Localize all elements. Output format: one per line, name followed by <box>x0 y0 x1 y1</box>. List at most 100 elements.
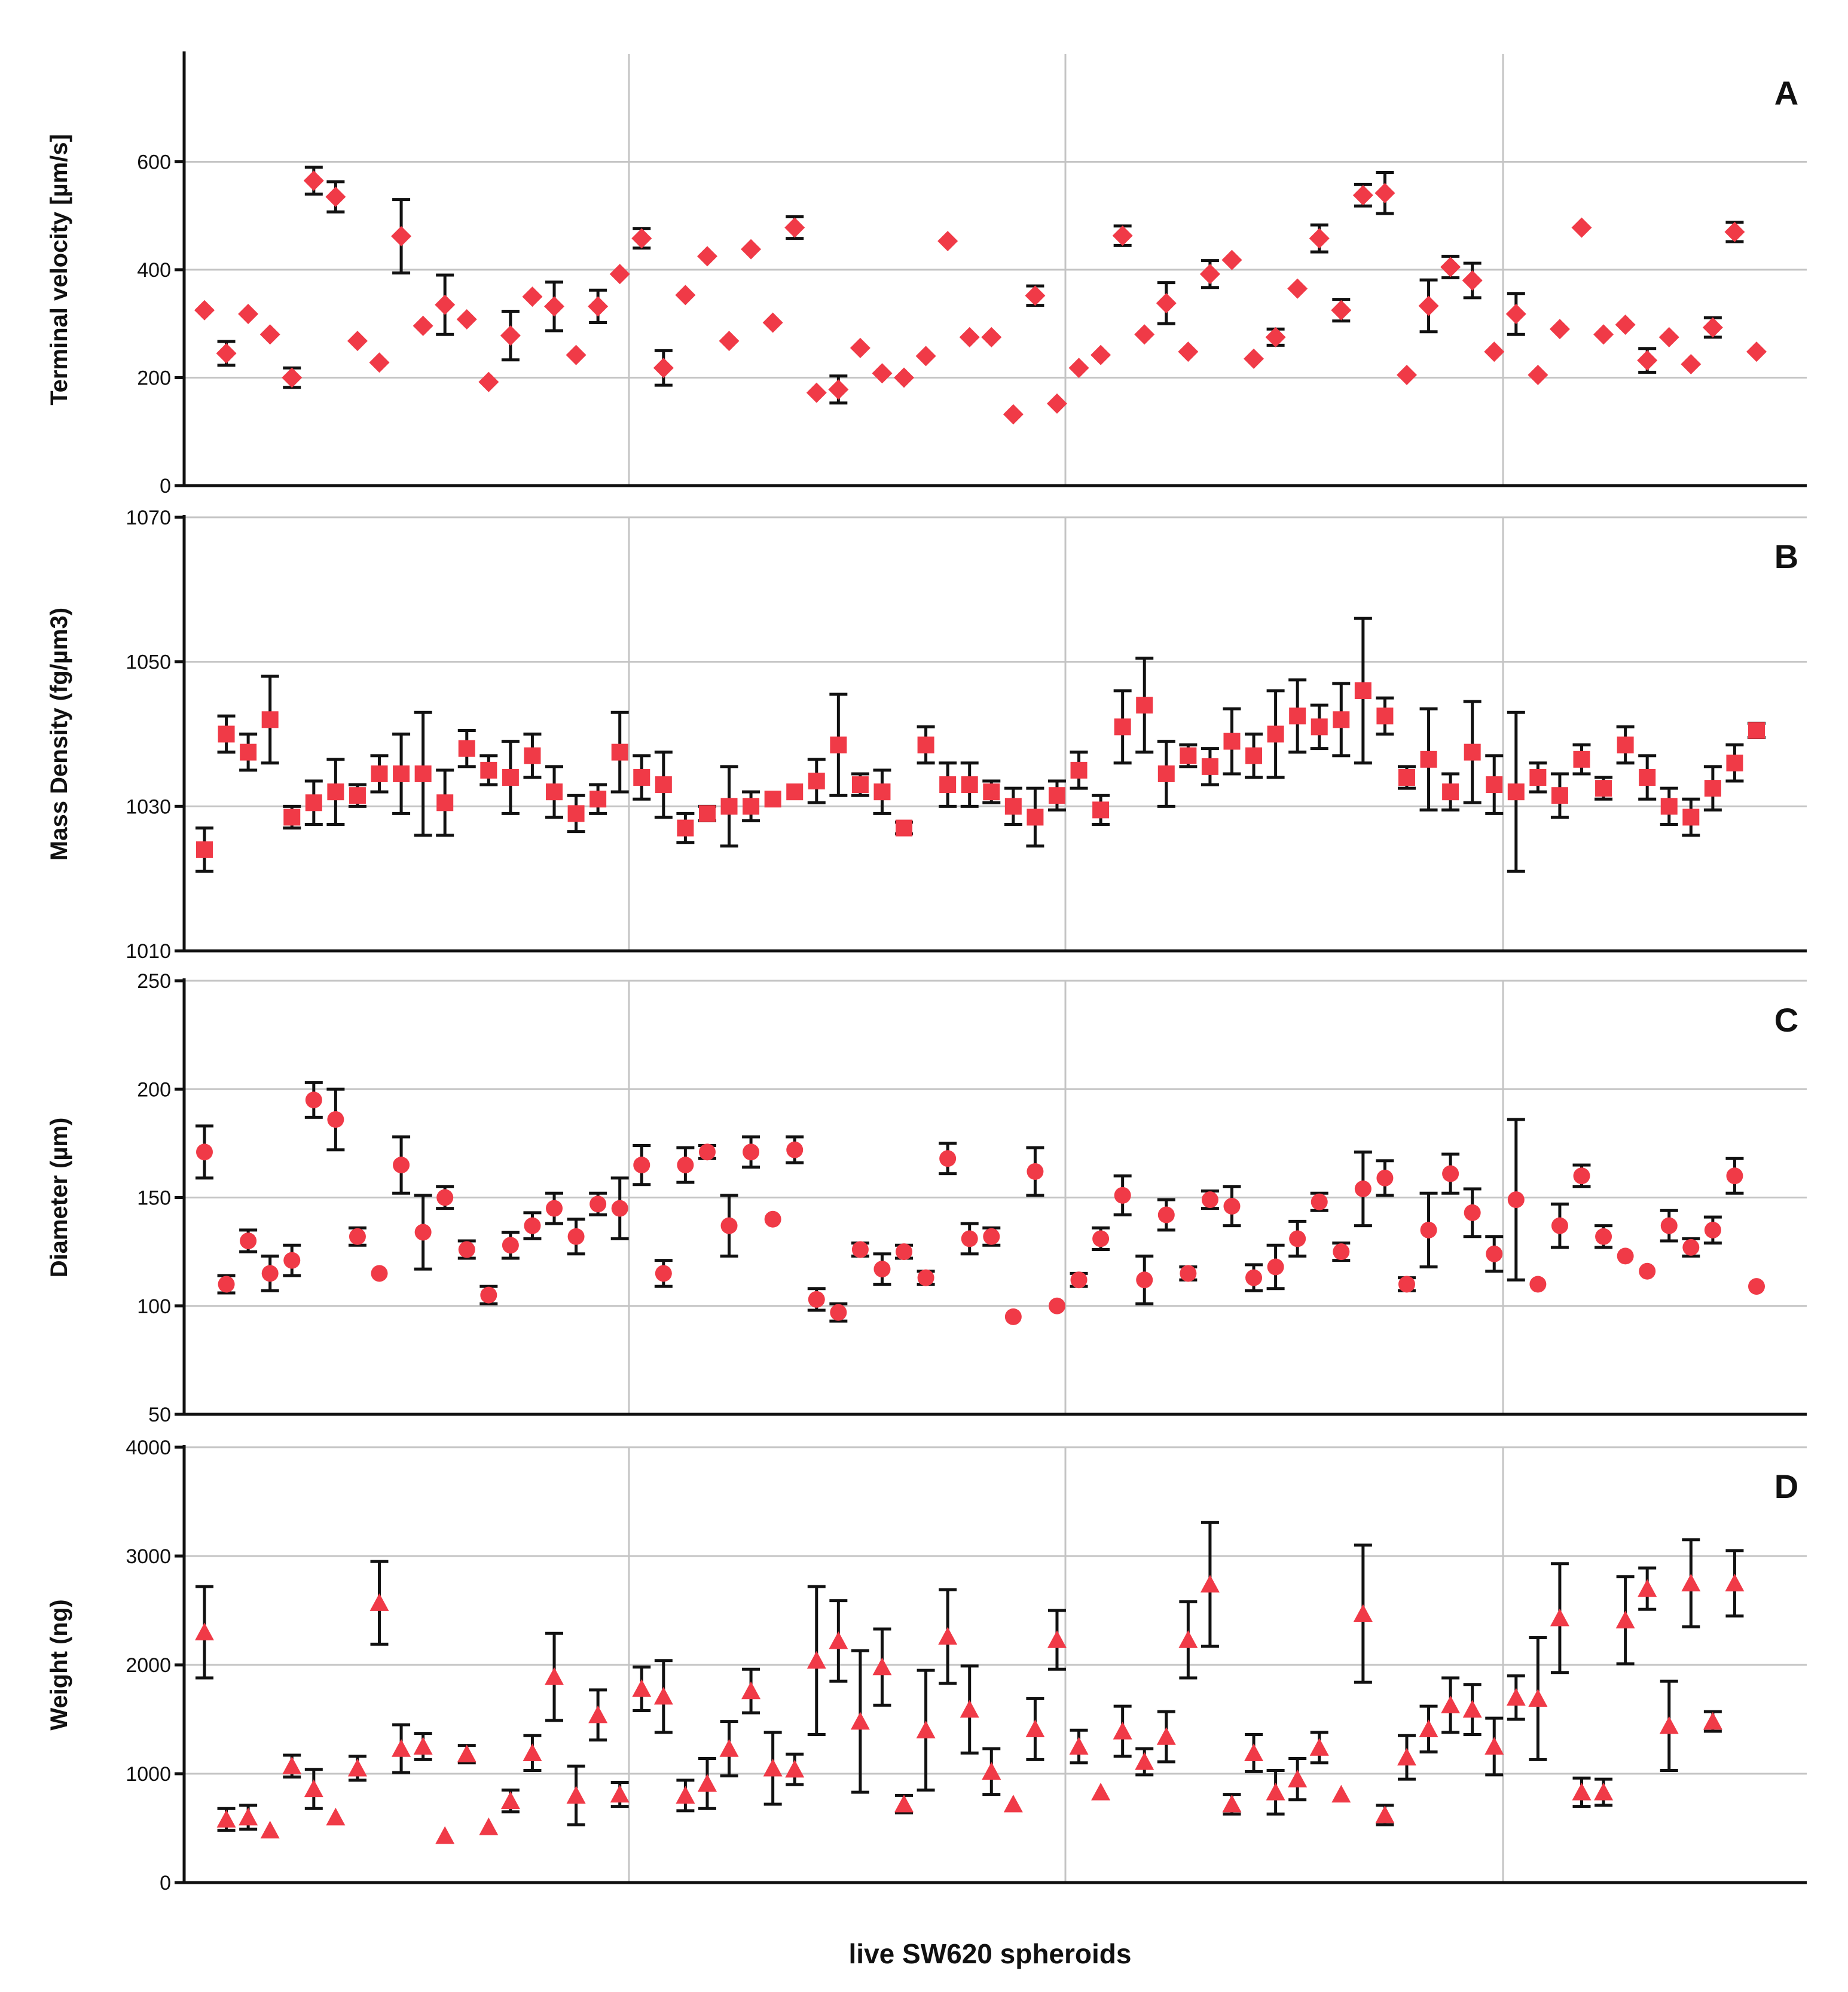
data-point-a <box>1309 228 1330 249</box>
y-tick-label: 4000 <box>126 1436 171 1459</box>
data-point-d <box>392 1739 411 1757</box>
data-point-d <box>741 1681 761 1700</box>
y-tick-label: 100 <box>137 1295 171 1318</box>
data-point-b <box>851 776 869 794</box>
data-point-d <box>1484 1737 1504 1755</box>
data-point-a <box>478 371 499 392</box>
data-point-d <box>479 1817 499 1835</box>
data-point-a <box>1244 348 1264 369</box>
data-point-b <box>1398 769 1415 786</box>
data-point-d <box>239 1807 258 1826</box>
data-point-b <box>546 783 563 801</box>
data-point-b <box>1507 783 1525 801</box>
x-axis-title: live SW620 spheroids <box>849 1938 1132 1969</box>
data-point-c <box>1201 1191 1218 1209</box>
data-point-b <box>743 798 760 815</box>
data-point-b <box>1114 718 1131 736</box>
data-point-c <box>698 1143 716 1161</box>
data-point-b <box>1136 697 1153 714</box>
data-point-c <box>393 1157 410 1174</box>
data-point-a <box>981 327 1002 347</box>
data-point-b <box>1442 783 1459 801</box>
data-point-d <box>1069 1737 1089 1755</box>
data-point-c <box>261 1265 279 1282</box>
data-point-d <box>1091 1782 1111 1801</box>
data-point-b <box>1682 809 1700 826</box>
y-axis-title: Weight (ng) <box>46 1599 72 1730</box>
data-point-d <box>850 1712 870 1730</box>
data-point-d <box>1594 1782 1614 1801</box>
data-point-a <box>456 309 477 330</box>
panel-letter: A <box>1774 74 1798 112</box>
data-point-b <box>1223 733 1241 750</box>
data-point-a <box>566 344 587 365</box>
data-point-c <box>1136 1271 1153 1289</box>
data-point-b <box>1092 801 1110 819</box>
data-point-b <box>589 791 607 808</box>
data-point-c <box>917 1269 934 1286</box>
data-point-d <box>500 1791 520 1810</box>
data-point-a <box>631 228 652 249</box>
data-point-c <box>1070 1271 1088 1289</box>
data-point-c <box>218 1276 235 1293</box>
data-point-b <box>1333 711 1350 728</box>
data-point-d <box>1288 1770 1308 1787</box>
data-point-c <box>1507 1191 1525 1209</box>
data-point-c <box>1027 1163 1044 1180</box>
data-point-b <box>1486 776 1503 794</box>
data-point-c <box>1157 1206 1175 1224</box>
data-point-c <box>524 1217 541 1234</box>
data-point-a <box>675 285 696 306</box>
data-point-a <box>216 343 237 364</box>
data-point-b <box>283 809 301 826</box>
data-point-c <box>1639 1262 1656 1280</box>
data-point-a <box>1287 278 1308 299</box>
data-point-d <box>1266 1782 1285 1801</box>
data-point-c <box>1464 1204 1481 1221</box>
data-point-a <box>937 231 958 252</box>
data-point-b <box>1354 682 1372 699</box>
data-point-d <box>610 1784 630 1803</box>
data-point-d <box>260 1820 280 1839</box>
data-point-a <box>1091 344 1111 365</box>
data-point-c <box>480 1286 497 1304</box>
data-point-c <box>305 1091 322 1109</box>
data-point-d <box>1550 1608 1569 1627</box>
data-point-d <box>719 1739 739 1757</box>
data-point-c <box>808 1291 825 1308</box>
data-point-d <box>326 1807 346 1826</box>
data-point-b <box>1617 736 1634 754</box>
data-point-a <box>391 226 412 247</box>
data-point-d <box>1047 1630 1067 1648</box>
data-point-d <box>960 1700 979 1718</box>
data-point-a <box>1396 364 1417 385</box>
data-point-a <box>325 187 346 208</box>
data-point-d <box>1113 1722 1132 1740</box>
data-point-b <box>1157 765 1175 782</box>
data-point-d <box>1003 1794 1023 1813</box>
data-point-d <box>1462 1700 1482 1718</box>
data-point-d <box>653 1686 673 1705</box>
data-point-c <box>1660 1217 1678 1234</box>
data-point-b <box>393 765 410 782</box>
data-point-c <box>720 1217 738 1234</box>
data-point-a <box>1352 185 1373 206</box>
data-point-b <box>327 783 344 801</box>
data-point-c <box>677 1157 694 1174</box>
data-point-d <box>195 1622 214 1640</box>
data-point-a <box>1221 249 1242 270</box>
y-axis-title: Diameter (µm) <box>46 1118 72 1278</box>
data-point-b <box>961 776 978 794</box>
data-point-b <box>873 783 891 801</box>
data-point-d <box>435 1826 455 1844</box>
data-point-c <box>546 1200 563 1217</box>
data-point-c <box>1398 1276 1415 1293</box>
data-point-c <box>458 1241 475 1258</box>
data-point-a <box>1112 225 1133 246</box>
data-point-c <box>1726 1167 1743 1185</box>
data-point-b <box>218 725 235 743</box>
data-point-d <box>1506 1688 1526 1706</box>
data-point-b <box>896 819 913 837</box>
data-point-d <box>763 1758 783 1777</box>
data-point-c <box>830 1304 847 1321</box>
